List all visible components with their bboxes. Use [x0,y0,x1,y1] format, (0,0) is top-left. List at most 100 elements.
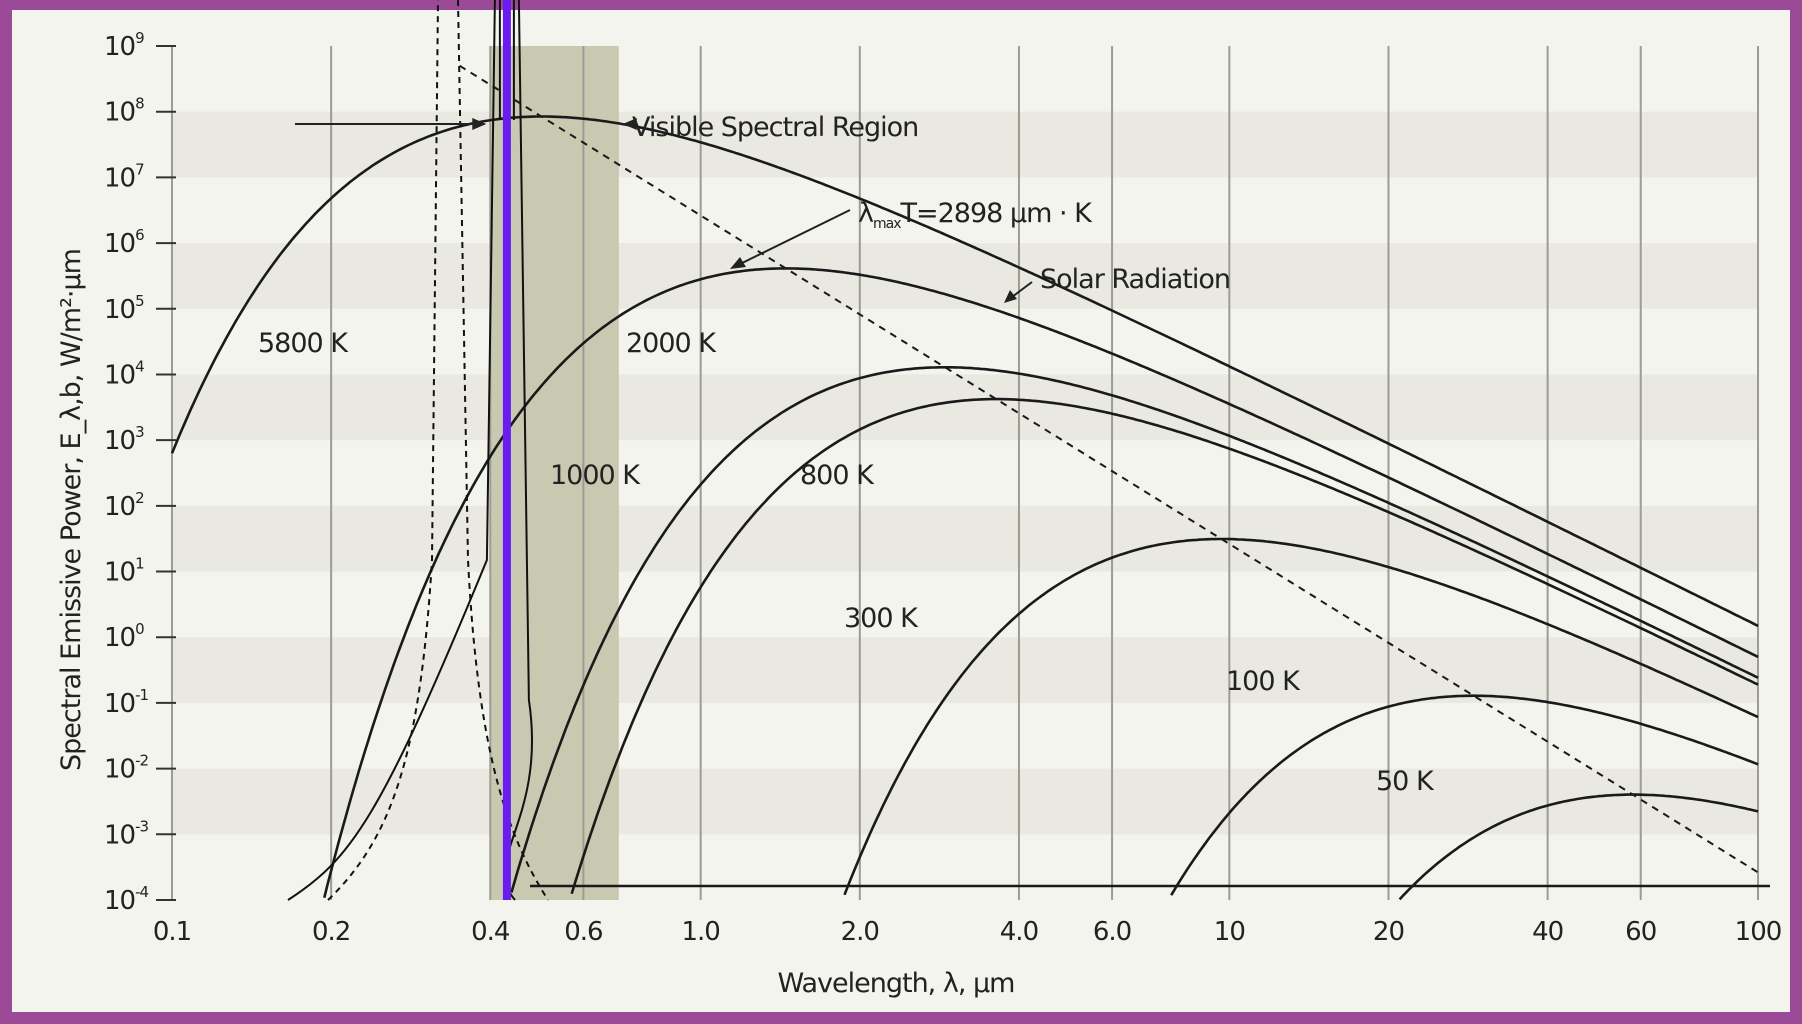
y-tick-label: 109 [104,29,144,62]
y-tick-base: 10 [104,32,135,62]
y-tick-labels: 10-410-310-210-1100101102103104105106107… [104,29,150,916]
overlays-layer [287,0,1770,901]
y-tick-label: 106 [104,226,144,259]
decade-band [172,505,1758,572]
wien-lambda: λ [858,198,874,229]
label-300k: 300 K [844,603,919,634]
y-tick-exponent: -3 [135,817,148,835]
decade-band [172,243,1758,309]
x-tick-labels: 0.1 0.2 0.4 0.6 1.0 2.0 4.0 6.0 10 20 40 60 100 [153,917,1783,947]
x-tick-label: 4.0 [1000,917,1038,947]
y-tick-label: 105 [104,292,144,325]
x-tick-label: 1.0 [681,917,719,947]
narrow-curve-solid-left [287,0,496,901]
y-axis-title: Spectral Emissive Power, E_λ,b, W/m²·μm [56,249,87,771]
x-tick-label: 0.2 [312,917,350,947]
label-50k: 50 K [1376,766,1435,797]
y-tick-exponent: 7 [135,160,144,178]
curve-300k [843,537,1759,896]
x-tick-label: 10 [1214,917,1245,947]
x-tick-label: 0.1 [153,917,191,947]
y-tick-exponent: 6 [135,226,144,244]
y-tick-base: 10 [104,755,135,785]
y-tick-exponent: 5 [135,292,144,310]
y-tick-base: 10 [104,689,135,719]
y-tick-base: 10 [104,558,135,588]
label-1000k: 1000 K [550,460,641,491]
decade-band [172,374,1758,441]
y-tick-exponent: 0 [135,620,144,638]
solar-arrowhead [1004,290,1017,303]
y-tick-base: 10 [104,360,135,390]
x-tick-label: 0.6 [564,917,602,947]
curve-50k [1398,793,1759,901]
y-tick-label: 10-4 [104,883,149,916]
x-tick-label: 0.4 [471,917,510,947]
x-tick-label: 2.0 [841,917,879,947]
wien-arrow [735,209,851,267]
visible-region-label: Visible Spectral Region [632,112,918,143]
y-tick-base: 10 [104,295,135,325]
x-tick-label: 20 [1373,917,1404,947]
narrow-curve-dashed-left [327,0,439,901]
curve-2000k [323,267,1759,899]
label-5800k: 5800 K [258,328,349,359]
x-tick-label: 60 [1625,917,1656,947]
y-tick-base: 10 [104,492,135,522]
y-tick-label: 101 [104,555,144,588]
label-100k: 100 K [1226,666,1301,697]
y-tick-exponent: 9 [135,29,144,47]
plot-area [172,46,1758,900]
y-tick-label: 10-3 [104,817,149,850]
y-tick-exponent: 4 [135,357,144,375]
wien-subscript: max [873,216,901,232]
curve-100k [1170,694,1759,896]
narrow-curve-dashed-right [457,0,549,901]
curve-1000k [510,366,1759,893]
y-tick-exponent: -2 [135,752,148,770]
plot-bands [172,46,1758,900]
vertical-gridlines [171,46,1759,900]
y-tick-label: 100 [104,620,144,653]
x-tick-label: 6.0 [1093,917,1131,947]
y-tick-base: 10 [104,426,135,456]
label-2000k: 2000 K [626,328,717,359]
curve-800k [570,397,1759,895]
y-tick-exponent: -4 [135,883,148,901]
wien-rest: T=2898 μm · K [900,198,1094,229]
y-tick-label: 102 [104,489,144,522]
y-tick-base: 10 [104,623,135,653]
y-tick-base: 10 [104,886,135,916]
visible-arrowhead-right [622,118,637,130]
y-tick-label: 10-2 [104,752,149,785]
x-tick-label: 40 [1532,917,1563,947]
y-tick-exponent: 1 [135,555,144,573]
curves-layer [170,64,1759,901]
y-tick-exponent: 3 [135,423,144,441]
curve-5800k [170,115,1759,628]
y-tick-label: 108 [104,95,144,128]
visible-arrowhead-left [472,118,487,130]
y-tick-base: 10 [104,98,135,128]
y-tick-base: 10 [104,820,135,850]
y-tick-base: 10 [104,163,135,193]
solar-radiation-label: Solar Radiation [1040,264,1230,295]
label-800k: 800 K [800,460,875,491]
y-tick-label: 10-1 [104,686,149,719]
y-tick-label: 104 [104,357,144,390]
labels-layer: Wavelength, λ, μm Spectral Emissive Powe… [56,112,1436,999]
y-tick-exponent: -1 [135,686,148,704]
y-tick-label: 107 [104,160,144,193]
y-tick-exponent: 2 [135,489,144,507]
y-tick-label: 103 [104,423,144,456]
decade-band [172,111,1758,178]
y-tick-base: 10 [104,229,135,259]
x-axis-title: Wavelength, λ, μm [778,968,1015,999]
x-tick-label: 100 [1735,917,1782,947]
y-tick-exponent: 8 [135,95,144,113]
wien-arrowhead [730,257,746,269]
y-tick-marks [156,45,176,901]
decade-band [172,768,1758,835]
wien-law-label: λmaxT=2898 μm · K [858,198,1093,232]
